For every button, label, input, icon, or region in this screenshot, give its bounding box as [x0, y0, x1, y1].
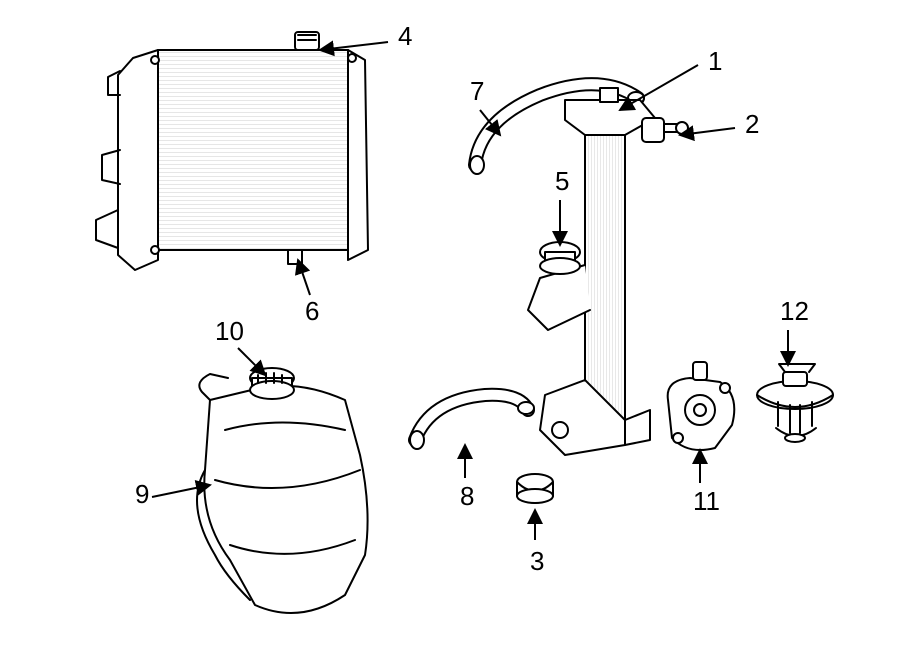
cooling-system-diagram: 123456789101112 [0, 0, 900, 661]
callout-8: 8 [460, 445, 474, 511]
part-reservoir-cap [250, 368, 294, 399]
callout-3: 3 [530, 510, 544, 576]
callout-label-8: 8 [460, 481, 474, 511]
callout-label-7: 7 [470, 76, 484, 106]
callout-12: 12 [780, 296, 809, 365]
part-reservoir [197, 368, 368, 613]
callout-label-9: 9 [135, 479, 149, 509]
callout-label-10: 10 [215, 316, 244, 346]
parts-illustration [96, 32, 833, 613]
callout-11: 11 [693, 450, 720, 516]
part-cap-aux [540, 242, 580, 274]
callout-6: 6 [298, 260, 319, 326]
callout-10: 10 [215, 316, 265, 375]
callout-2: 2 [680, 109, 759, 139]
callout-label-11: 11 [693, 486, 720, 516]
callout-label-1: 1 [708, 46, 722, 76]
part-radiator-aux [528, 88, 688, 455]
part-lower-hose [410, 395, 534, 449]
callout-label-2: 2 [745, 109, 759, 139]
part-radiator-main [96, 32, 368, 270]
callout-label-5: 5 [555, 166, 569, 196]
callout-label-12: 12 [780, 296, 809, 326]
part-thermostat-housing [668, 362, 735, 450]
part-drain-plug [517, 474, 553, 503]
part-thermostat [757, 364, 833, 442]
callout-label-3: 3 [530, 546, 544, 576]
callout-5: 5 [555, 166, 569, 245]
part-sensor [642, 118, 688, 142]
callout-label-6: 6 [305, 296, 319, 326]
callout-4: 4 [320, 21, 412, 51]
callout-label-4: 4 [398, 21, 412, 51]
callout-1: 1 [620, 46, 722, 110]
